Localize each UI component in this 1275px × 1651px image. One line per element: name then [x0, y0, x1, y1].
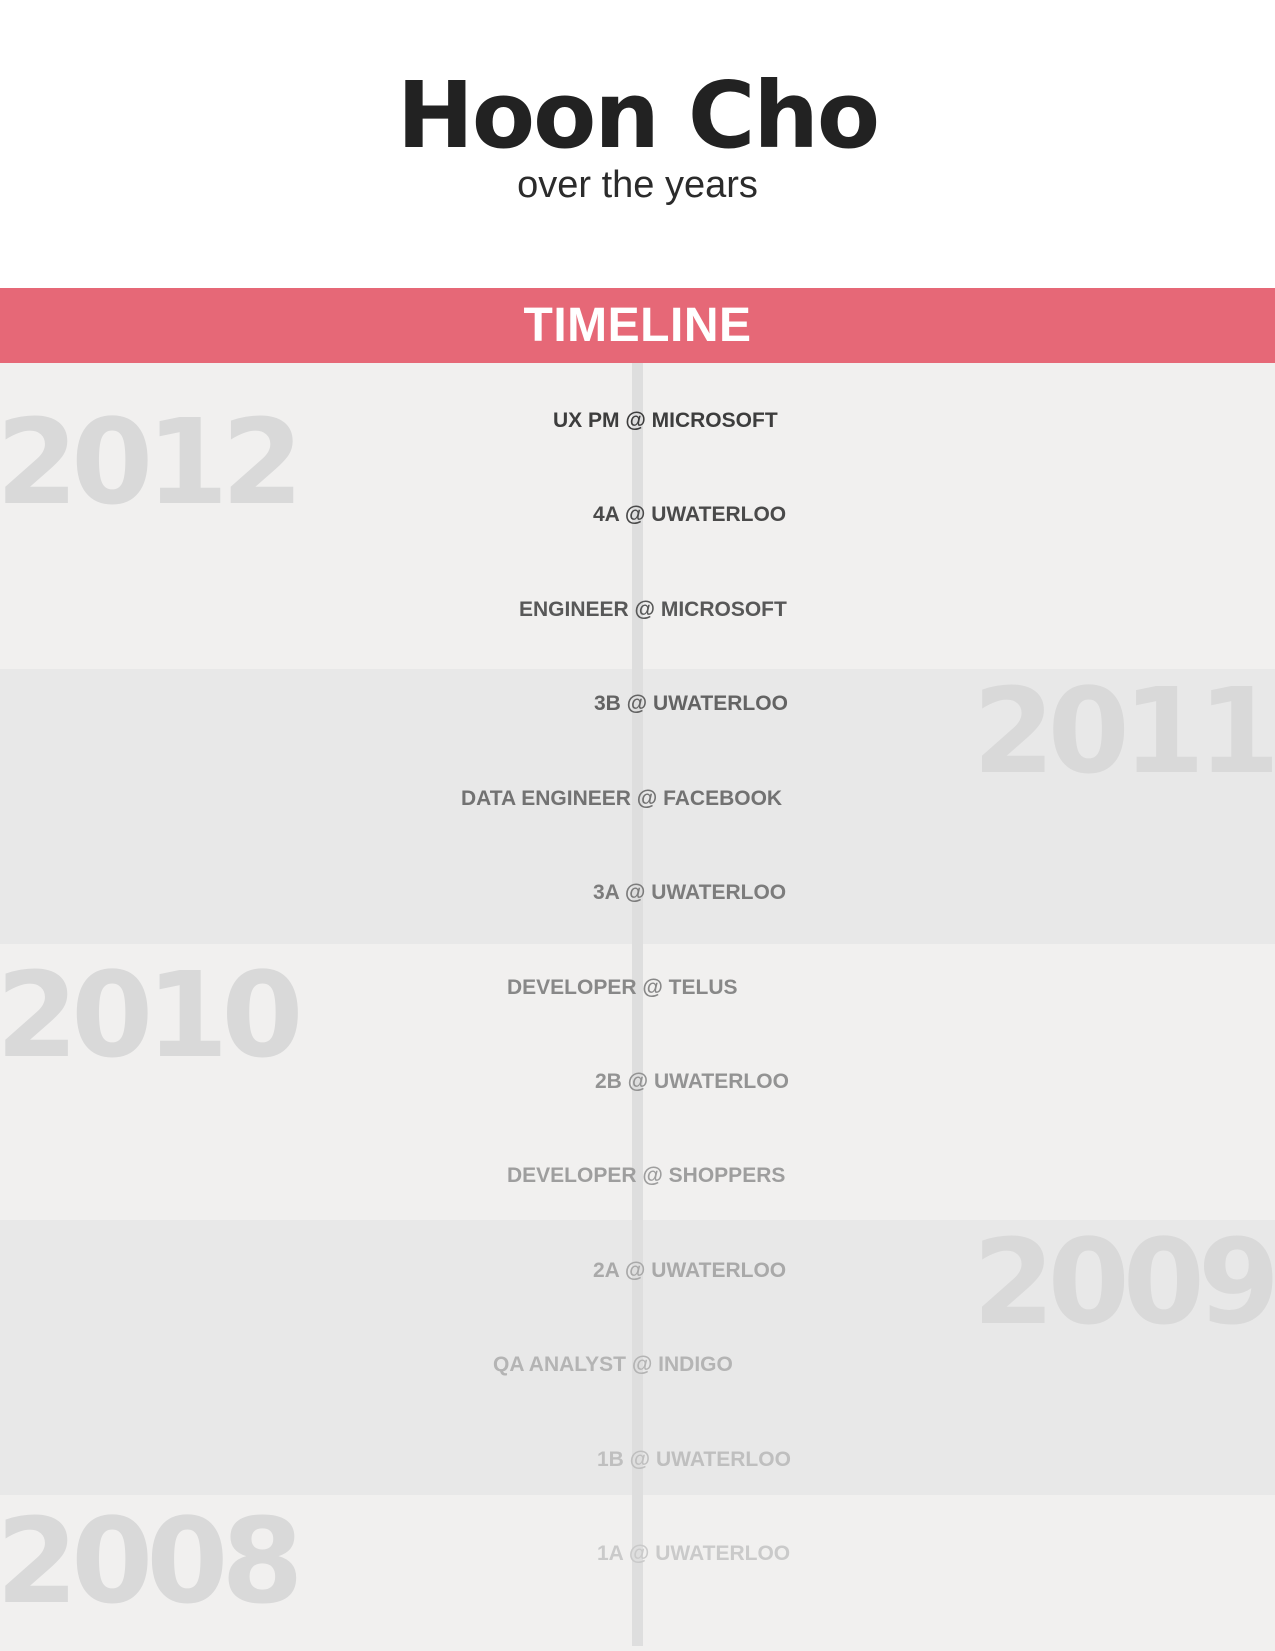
timeline-entry: DATA ENGINEER @ FACEBOOK: [0, 784, 1275, 814]
timeline-entry: ENGINEER @ MICROSOFT: [0, 595, 1275, 625]
timeline-entry-label: DEVELOPER @ TELUS: [507, 976, 738, 999]
timeline-entry: 4A @ UWATERLOO: [0, 500, 1275, 530]
timeline-entry: 3B @ UWATERLOO: [0, 689, 1275, 719]
timeline-banner: TIMELINE: [0, 288, 1275, 363]
timeline-entry: QA ANALYST @ INDIGO: [0, 1350, 1275, 1380]
year-label-2008: 2008: [0, 1495, 303, 1630]
timeline-entry-label: DATA ENGINEER @ FACEBOOK: [461, 787, 783, 810]
timeline-entry-label: DEVELOPER @ SHOPPERS: [507, 1164, 786, 1187]
timeline-entry-label: 3A @ UWATERLOO: [593, 881, 787, 904]
timeline-entry: 3A @ UWATERLOO: [0, 878, 1275, 908]
timeline-entry-label: QA ANALYST @ INDIGO: [493, 1353, 733, 1376]
year-label-2009: 2009: [972, 1220, 1275, 1351]
page-subtitle: over the years: [517, 164, 758, 206]
timeline-entry: 2A @ UWATERLOO: [0, 1256, 1275, 1286]
year-label-2012: 2012: [0, 393, 303, 531]
year-label-2011: 2011: [972, 669, 1275, 800]
timeline-entry-label: 2B @ UWATERLOO: [595, 1070, 789, 1093]
timeline-entry: UX PM @ MICROSOFT: [0, 406, 1275, 436]
timeline-entry: DEVELOPER @ SHOPPERS: [0, 1161, 1275, 1191]
timeline-entry-label: 4A @ UWATERLOO: [593, 503, 787, 526]
page-header: Hoon Cho over the years: [0, 0, 1275, 288]
timeline-entry: DEVELOPER @ TELUS: [0, 973, 1275, 1003]
year-label-2010: 2010: [0, 946, 303, 1084]
timeline-entry-label: ENGINEER @ MICROSOFT: [519, 598, 787, 621]
timeline-entry-label: 2A @ UWATERLOO: [593, 1259, 787, 1282]
page-title: Hoon Cho: [396, 62, 880, 169]
timeline-entry-label: 1A @ UWATERLOO: [597, 1542, 791, 1565]
timeline-banner-title: TIMELINE: [523, 299, 752, 352]
timeline-entry: 1A @ UWATERLOO: [0, 1539, 1275, 1569]
timeline-entry-label: 1B @ UWATERLOO: [597, 1448, 791, 1471]
timeline-entry: 2B @ UWATERLOO: [0, 1067, 1275, 1097]
timeline-entry-label: 3B @ UWATERLOO: [594, 692, 788, 715]
timeline-axis: [632, 363, 643, 1646]
timeline-entry: 1B @ UWATERLOO: [0, 1445, 1275, 1475]
timeline-entry-label: UX PM @ MICROSOFT: [553, 409, 778, 432]
